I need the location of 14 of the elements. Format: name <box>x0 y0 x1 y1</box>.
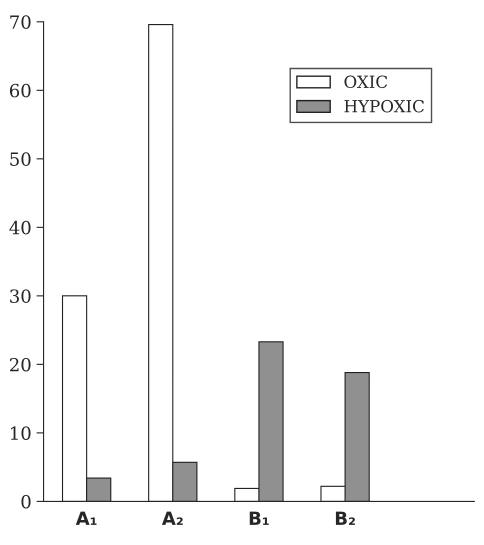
x-tick-label: A₂ <box>162 512 183 525</box>
y-tick-label: 60 <box>10 84 31 98</box>
y-tick-label: 20 <box>10 358 31 372</box>
x-tick-label: B₁ <box>250 512 269 525</box>
y-tick-label: 70 <box>10 15 31 29</box>
legend-label: HYPOXIC <box>344 100 424 113</box>
x-tick-label: B₂ <box>336 512 355 525</box>
y-tick-label: 40 <box>9 220 31 234</box>
legend-label: OXIC <box>344 75 388 88</box>
x-tick-label: A₁ <box>76 512 97 525</box>
y-tick-label: 0 <box>21 494 31 509</box>
y-tick-label: 30 <box>10 289 31 303</box>
y-tick-label: 50 <box>10 152 31 166</box>
y-tick-label: 10 <box>10 426 31 440</box>
